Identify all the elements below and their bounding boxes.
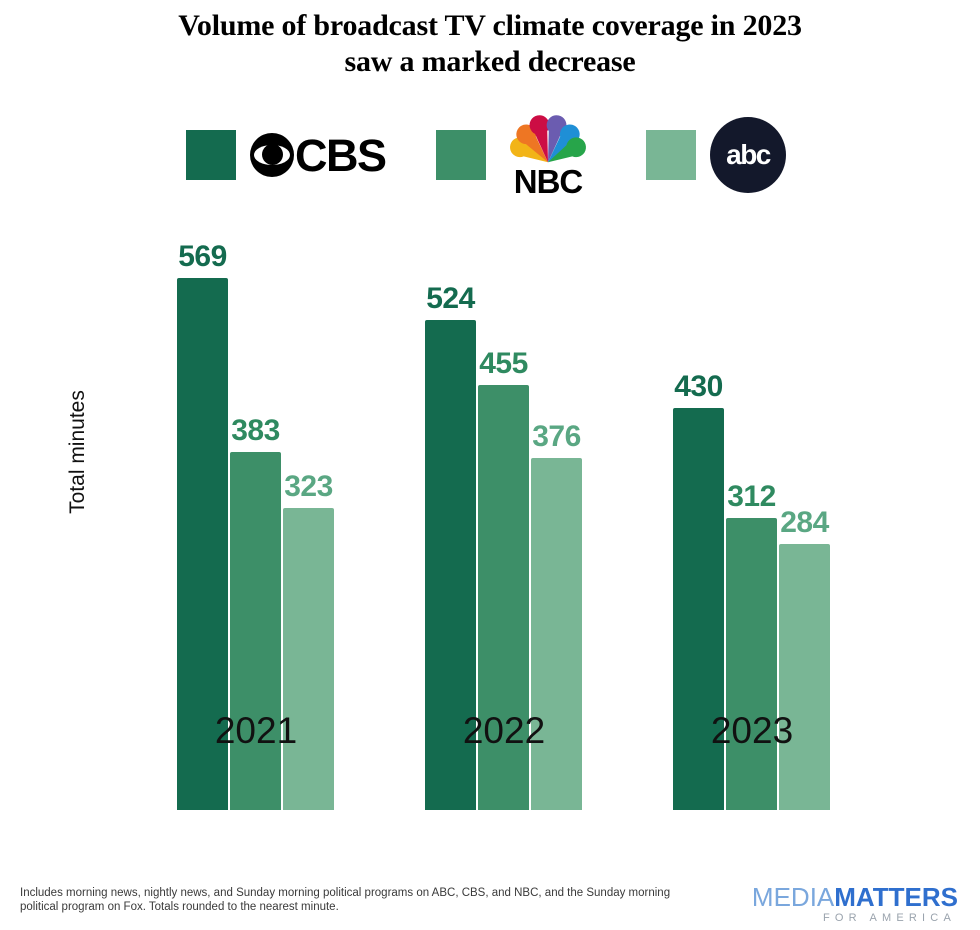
abc-logo: abc <box>710 117 786 193</box>
bar-item[interactable]: 455 <box>478 120 529 810</box>
chart-footnote: Includes morning news, nightly news, and… <box>20 887 671 913</box>
bar-cbs-2023[interactable] <box>673 408 724 810</box>
cbs-logo: CBS <box>250 129 387 181</box>
logo-matters-text: MATTERS <box>834 882 958 912</box>
bars-2021: 569 383 323 <box>177 120 335 810</box>
bar-value-label: 455 <box>479 347 528 380</box>
x-tick-2021: 2021 <box>214 710 298 751</box>
bar-item[interactable]: 569 <box>177 120 228 810</box>
bar-item[interactable]: 323 <box>283 120 334 810</box>
legend-swatch-abc <box>646 130 696 180</box>
legend-label-cbs: CBS <box>295 129 387 181</box>
bar-value-label: 376 <box>532 420 581 453</box>
legend-swatch-nbc <box>436 130 486 180</box>
bar-value-label: 524 <box>426 282 475 315</box>
legend-item-nbc[interactable]: NBC <box>436 110 596 200</box>
legend-label-nbc: NBC <box>513 163 583 200</box>
bar-cbs-2022[interactable] <box>425 320 476 810</box>
bar-nbc-2023[interactable] <box>726 518 777 810</box>
bar-abc-2023[interactable] <box>779 544 830 810</box>
bar-abc-2022[interactable] <box>531 458 582 810</box>
bars-2023: 430 312 284 <box>673 120 831 810</box>
bar-value-label: 284 <box>780 506 829 539</box>
bar-nbc-2021[interactable] <box>230 452 281 810</box>
bar-value-label: 569 <box>178 240 227 273</box>
nbc-peacock-icon <box>502 112 594 164</box>
bar-item[interactable]: 430 <box>673 120 724 810</box>
bar-item[interactable]: 284 <box>779 120 830 810</box>
cbs-eye-icon <box>250 133 294 177</box>
chart-legend: CBS <box>0 110 980 200</box>
title-line-2: saw a marked decrease <box>344 45 636 78</box>
bar-nbc-2022[interactable] <box>478 385 529 810</box>
bars-2022: 524 455 376 <box>425 120 583 810</box>
legend-item-cbs[interactable]: CBS <box>186 110 387 200</box>
bar-value-label: 323 <box>284 470 333 503</box>
bar-value-label: 312 <box>727 480 776 513</box>
bar-value-label: 383 <box>231 414 280 447</box>
logo-media-text: MEDIA <box>751 882 835 912</box>
x-tick-2022: 2022 <box>462 710 546 751</box>
legend-label-abc: abc <box>726 139 771 170</box>
bar-group-2021: 569 383 323 2021 <box>177 120 335 810</box>
bar-item[interactable]: 383 <box>230 120 281 810</box>
bar-group-2023: 430 312 284 2023 <box>673 120 831 810</box>
nbc-logo: NBC <box>500 112 596 198</box>
legend-item-abc[interactable]: abc <box>646 110 786 200</box>
bar-value-label: 430 <box>674 370 723 403</box>
x-tick-2023: 2023 <box>710 710 794 751</box>
bar-item[interactable]: 524 <box>425 120 476 810</box>
media-matters-logo: MEDIAMATTERS FOR AMERICA <box>718 882 958 925</box>
bar-group-2022: 524 455 376 2022 <box>425 120 583 810</box>
bar-cbs-2021[interactable] <box>177 278 228 810</box>
legend-swatch-cbs <box>186 130 236 180</box>
page-title: Volume of broadcast TV climate coverage … <box>0 8 980 80</box>
bar-item[interactable]: 312 <box>726 120 777 810</box>
bar-item[interactable]: 376 <box>531 120 582 810</box>
title-line-1: Volume of broadcast TV climate coverage … <box>178 9 802 42</box>
logo-subtitle: FOR AMERICA <box>823 912 956 924</box>
y-axis-label: Total minutes <box>66 390 89 514</box>
bar-abc-2021[interactable] <box>283 508 334 810</box>
